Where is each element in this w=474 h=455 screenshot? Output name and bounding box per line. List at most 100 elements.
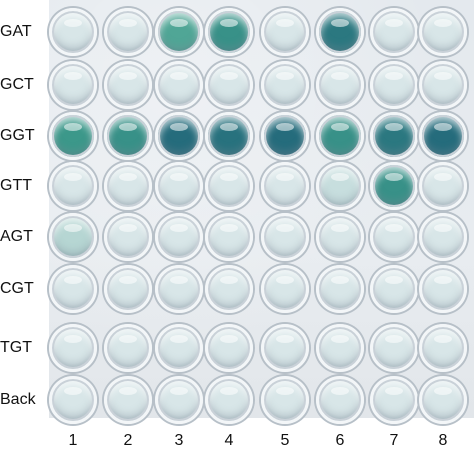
well-highlight — [434, 276, 452, 284]
well-gat-8 — [419, 8, 467, 56]
well-gat-7 — [370, 8, 418, 56]
well-highlight — [331, 123, 349, 131]
well-gct-2 — [104, 61, 152, 109]
well-highlight — [385, 72, 403, 80]
well-cgt-6 — [316, 265, 364, 313]
well-highlight — [170, 224, 188, 232]
well-highlight — [170, 19, 188, 27]
well-back-4 — [205, 376, 253, 424]
well-gtt-5 — [261, 162, 309, 210]
well-highlight — [64, 123, 82, 131]
well-gat-6 — [316, 8, 364, 56]
column-label-2: 2 — [123, 432, 133, 449]
well-gtt-2 — [104, 162, 152, 210]
well-agt-2 — [104, 213, 152, 261]
well-highlight — [385, 173, 403, 181]
well-tgt-5 — [261, 324, 309, 372]
well-highlight — [434, 72, 452, 80]
well-highlight — [170, 123, 188, 131]
well-gat-1 — [49, 8, 97, 56]
well-highlight — [170, 335, 188, 343]
well-tgt-4 — [205, 324, 253, 372]
well-ggt-2 — [104, 112, 152, 160]
well-tgt-7 — [370, 324, 418, 372]
well-highlight — [434, 224, 452, 232]
well-highlight — [220, 173, 238, 181]
well-gat-5 — [261, 8, 309, 56]
well-agt-4 — [205, 213, 253, 261]
well-gct-5 — [261, 61, 309, 109]
well-highlight — [170, 276, 188, 284]
well-ggt-7 — [370, 112, 418, 160]
well-back-2 — [104, 376, 152, 424]
well-tgt-3 — [155, 324, 203, 372]
well-gat-3 — [155, 8, 203, 56]
well-highlight — [64, 335, 82, 343]
well-highlight — [434, 335, 452, 343]
well-back-3 — [155, 376, 203, 424]
well-ggt-6 — [316, 112, 364, 160]
well-gtt-1 — [49, 162, 97, 210]
well-agt-7 — [370, 213, 418, 261]
well-cgt-8 — [419, 265, 467, 313]
column-label-6: 6 — [335, 432, 345, 449]
well-highlight — [64, 276, 82, 284]
row-label-gat: GAT — [0, 23, 32, 40]
well-back-8 — [419, 376, 467, 424]
well-highlight — [434, 173, 452, 181]
well-highlight — [119, 335, 137, 343]
well-back-7 — [370, 376, 418, 424]
well-highlight — [434, 19, 452, 27]
well-gtt-3 — [155, 162, 203, 210]
column-label-8: 8 — [438, 432, 448, 449]
well-tgt-2 — [104, 324, 152, 372]
well-highlight — [220, 224, 238, 232]
well-highlight — [220, 72, 238, 80]
well-gct-7 — [370, 61, 418, 109]
column-label-4: 4 — [224, 432, 234, 449]
row-label-gtt: GTT — [0, 177, 32, 194]
well-highlight — [220, 276, 238, 284]
well-tgt-8 — [419, 324, 467, 372]
well-highlight — [385, 276, 403, 284]
row-label-gct: GCT — [0, 76, 34, 93]
well-cgt-1 — [49, 265, 97, 313]
well-cgt-7 — [370, 265, 418, 313]
well-highlight — [331, 335, 349, 343]
well-highlight — [119, 224, 137, 232]
well-highlight — [220, 123, 238, 131]
well-highlight — [64, 72, 82, 80]
well-highlight — [276, 19, 294, 27]
row-label-cgt: CGT — [0, 280, 34, 297]
well-highlight — [276, 123, 294, 131]
well-highlight — [170, 72, 188, 80]
well-cgt-5 — [261, 265, 309, 313]
well-ggt-1 — [49, 112, 97, 160]
well-highlight — [64, 224, 82, 232]
well-highlight — [276, 72, 294, 80]
well-ggt-5 — [261, 112, 309, 160]
well-gct-8 — [419, 61, 467, 109]
well-highlight — [385, 123, 403, 131]
well-highlight — [385, 335, 403, 343]
well-highlight — [220, 387, 238, 395]
well-ggt-8 — [419, 112, 467, 160]
well-highlight — [276, 276, 294, 284]
well-agt-6 — [316, 213, 364, 261]
well-highlight — [385, 19, 403, 27]
well-agt-5 — [261, 213, 309, 261]
row-label-agt: AGT — [0, 228, 33, 245]
well-back-6 — [316, 376, 364, 424]
well-highlight — [331, 19, 349, 27]
well-cgt-4 — [205, 265, 253, 313]
row-label-back: Back — [0, 391, 36, 408]
well-highlight — [119, 123, 137, 131]
well-highlight — [220, 19, 238, 27]
well-cgt-3 — [155, 265, 203, 313]
column-label-1: 1 — [68, 432, 78, 449]
well-highlight — [170, 387, 188, 395]
well-tgt-6 — [316, 324, 364, 372]
column-label-3: 3 — [174, 432, 184, 449]
well-highlight — [64, 387, 82, 395]
